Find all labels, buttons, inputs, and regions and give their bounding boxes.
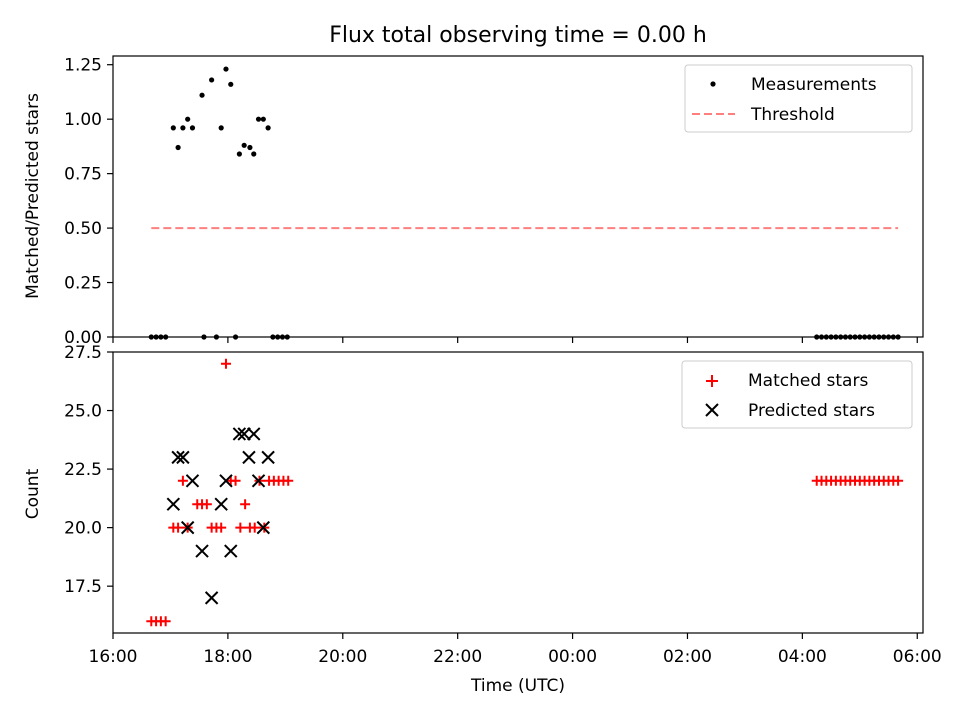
x-tick-label: 00:00 <box>548 647 597 667</box>
measurement-point <box>247 144 253 151</box>
x-tick-label: 18:00 <box>203 647 252 667</box>
predicted-stars-point <box>219 474 233 488</box>
bottom-plot <box>146 358 904 627</box>
matched-stars-point <box>177 475 188 486</box>
matched-stars-point <box>240 499 251 510</box>
y-tick-label: 0.50 <box>64 219 102 239</box>
measurement-point <box>189 125 196 131</box>
predicted-stars-point <box>204 591 219 605</box>
predicted-stars-point <box>166 497 181 511</box>
bottom-plot-frame <box>112 351 924 634</box>
x-tick-label: 04:00 <box>778 647 827 667</box>
chart-title: Flux total observing time = 0.00 h <box>329 23 707 48</box>
x-axis-label: Time (UTC) <box>470 676 565 696</box>
matched-stars-point <box>249 522 260 533</box>
x-tick-label: 02:00 <box>663 647 712 667</box>
measurement-point <box>265 125 271 131</box>
matched-stars-point <box>283 475 294 486</box>
predicted-stars-point <box>171 450 185 465</box>
predicted-stars-point <box>261 450 275 465</box>
y-tick-label: 27.5 <box>64 343 102 363</box>
measurement-point <box>218 125 224 131</box>
y-tick-label: 1.25 <box>64 56 102 76</box>
predicted-stars-point <box>251 474 266 488</box>
x-tick-label: 20:00 <box>318 647 367 667</box>
bottom-legend: Matched stars Predicted stars <box>681 360 913 429</box>
measurement-point <box>228 81 234 87</box>
measurement-point <box>185 116 191 122</box>
matched-stars-point <box>220 358 231 369</box>
measurement-point <box>223 66 229 72</box>
predicted-stars-point <box>256 520 271 535</box>
predicted-stars-point <box>180 520 195 535</box>
measurement-point <box>199 92 205 98</box>
legend-matched-stars-marker <box>706 375 718 387</box>
measurement-point <box>236 151 242 157</box>
legend-measurements-marker <box>710 81 716 87</box>
measurement-point <box>251 151 257 157</box>
legend-predicted-stars-label: Predicted stars <box>748 401 875 421</box>
matched-stars-point <box>173 522 184 533</box>
legend-predicted-stars-marker <box>705 403 719 417</box>
predicted-stars-point <box>176 450 190 465</box>
matched-stars-point <box>201 499 212 510</box>
y-tick-label: 25.0 <box>64 402 102 422</box>
y-tick-label: 20.0 <box>64 519 102 539</box>
predicted-stars-point <box>247 427 261 441</box>
matched-stars-point <box>230 475 241 486</box>
matched-stars-point <box>893 475 904 486</box>
top-plot <box>148 66 901 340</box>
bottom-y-axis: 17.5 20.0 22.5 25.0 27.5 <box>64 343 113 597</box>
matched-stars-point <box>216 522 227 533</box>
y-tick-label: 22.5 <box>64 460 102 480</box>
measurement-point <box>170 125 176 131</box>
measurement-point <box>180 125 186 131</box>
x-tick-label: 22:00 <box>433 647 482 667</box>
bottom-y-axis-label: Count <box>23 468 43 519</box>
matched-stars-point <box>160 616 171 627</box>
bottom-x-axis: 16:00 18:00 20:00 22:00 00:00 02:00 04:00 06:00 <box>89 633 942 667</box>
measurement-point <box>175 144 181 151</box>
x-tick-label: 06:00 <box>893 647 942 667</box>
measurement-point <box>255 116 262 122</box>
y-tick-label: 0.25 <box>64 274 102 294</box>
predicted-stars-point <box>237 427 251 441</box>
matched-stars-point <box>235 522 246 533</box>
measurement-point <box>241 142 247 148</box>
predicted-stars-point <box>224 544 238 558</box>
legend-measurements-label: Measurements <box>751 75 877 95</box>
predicted-stars-point <box>185 474 200 488</box>
legend-matched-stars-label: Matched stars <box>748 371 868 391</box>
top-y-axis-label: Matched/Predicted stars <box>23 93 43 299</box>
top-x-axis <box>112 337 918 343</box>
y-tick-label: 1.00 <box>64 110 102 130</box>
x-tick-label: 16:00 <box>89 647 138 667</box>
bottom-legend-box <box>681 360 913 429</box>
top-y-axis: 0.00 0.25 0.50 0.75 1.00 1.25 <box>64 56 113 348</box>
top-legend: Measurements Threshold <box>684 64 913 133</box>
legend-threshold-label: Threshold <box>750 105 835 125</box>
predicted-stars-point <box>242 450 256 465</box>
measurement-point <box>260 116 266 122</box>
predicted-stars-point <box>195 544 209 558</box>
top-legend-box <box>684 64 913 133</box>
predicted-stars-point <box>232 427 247 441</box>
predicted-stars-point <box>214 497 228 511</box>
measurement-point <box>209 77 215 83</box>
y-tick-label: 0.75 <box>64 165 102 185</box>
y-tick-label: 17.5 <box>64 577 102 597</box>
y-tick-label: 0.00 <box>64 328 102 348</box>
top-plot-frame <box>112 55 924 338</box>
